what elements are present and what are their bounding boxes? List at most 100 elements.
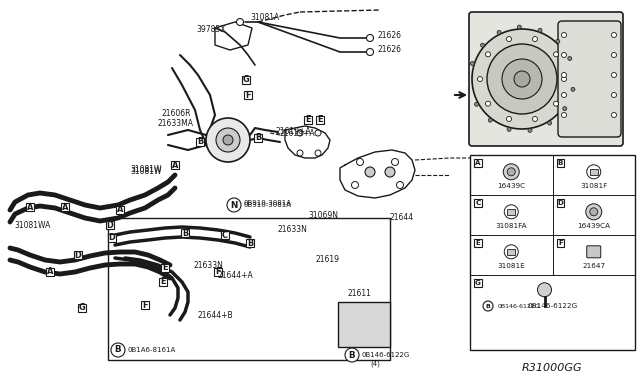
- FancyBboxPatch shape: [214, 268, 222, 276]
- Text: D: D: [107, 221, 113, 230]
- Text: A: A: [27, 202, 33, 212]
- Text: B: B: [182, 228, 188, 237]
- Text: 21611: 21611: [348, 289, 372, 298]
- FancyBboxPatch shape: [161, 264, 169, 272]
- Text: B: B: [558, 160, 563, 166]
- Text: 21626: 21626: [378, 45, 402, 55]
- Text: 21619: 21619: [315, 256, 339, 264]
- FancyBboxPatch shape: [78, 304, 86, 312]
- Text: F: F: [245, 90, 251, 99]
- Circle shape: [497, 31, 501, 34]
- Circle shape: [506, 36, 511, 42]
- Circle shape: [508, 168, 515, 176]
- Circle shape: [571, 87, 575, 92]
- Circle shape: [561, 73, 566, 77]
- Circle shape: [554, 101, 559, 106]
- Circle shape: [514, 71, 530, 87]
- FancyBboxPatch shape: [557, 240, 564, 247]
- Circle shape: [486, 52, 490, 57]
- Text: B: B: [349, 350, 355, 359]
- Circle shape: [556, 39, 560, 43]
- Circle shape: [561, 93, 566, 97]
- Text: 31081FA: 31081FA: [495, 223, 527, 229]
- Circle shape: [486, 101, 490, 106]
- Circle shape: [506, 116, 511, 121]
- Circle shape: [611, 32, 616, 38]
- Circle shape: [223, 135, 233, 145]
- Text: D: D: [109, 234, 115, 243]
- FancyBboxPatch shape: [508, 249, 515, 255]
- Text: 21633N: 21633N: [194, 260, 224, 269]
- Circle shape: [488, 118, 492, 122]
- FancyBboxPatch shape: [508, 209, 515, 215]
- Circle shape: [351, 182, 358, 189]
- FancyBboxPatch shape: [196, 138, 204, 146]
- Circle shape: [507, 127, 511, 131]
- Circle shape: [561, 77, 566, 81]
- Circle shape: [532, 36, 538, 42]
- FancyBboxPatch shape: [74, 251, 82, 259]
- Text: B: B: [486, 304, 490, 308]
- Circle shape: [367, 35, 374, 42]
- FancyBboxPatch shape: [244, 91, 252, 99]
- Text: F: F: [558, 240, 563, 246]
- Text: E: E: [305, 115, 311, 125]
- Circle shape: [611, 112, 616, 118]
- FancyBboxPatch shape: [587, 246, 601, 258]
- Text: 31081W: 31081W: [130, 167, 161, 176]
- Circle shape: [561, 32, 566, 38]
- Text: 31069N: 31069N: [308, 211, 338, 219]
- Circle shape: [206, 118, 250, 162]
- Text: C: C: [222, 231, 228, 240]
- FancyBboxPatch shape: [108, 234, 116, 242]
- Text: E: E: [476, 240, 481, 246]
- FancyBboxPatch shape: [181, 229, 189, 237]
- FancyBboxPatch shape: [338, 302, 390, 347]
- Text: 0B146-6122G: 0B146-6122G: [362, 352, 410, 358]
- Text: 21619+A: 21619+A: [275, 126, 310, 135]
- Text: 0B910-3081A: 0B910-3081A: [244, 200, 292, 206]
- Text: N: N: [230, 201, 237, 209]
- Text: G: G: [79, 304, 85, 312]
- Text: A: A: [47, 267, 53, 276]
- Text: G: G: [475, 280, 481, 286]
- FancyBboxPatch shape: [470, 155, 635, 350]
- FancyBboxPatch shape: [557, 199, 564, 206]
- Text: 21606R: 21606R: [162, 109, 191, 118]
- Text: B: B: [115, 346, 122, 355]
- Circle shape: [470, 61, 474, 65]
- Text: E: E: [162, 263, 168, 273]
- Circle shape: [315, 150, 321, 156]
- Circle shape: [487, 44, 557, 114]
- Text: G: G: [243, 76, 250, 84]
- Circle shape: [611, 52, 616, 58]
- Text: (4): (4): [370, 361, 380, 367]
- Circle shape: [475, 102, 479, 106]
- Circle shape: [297, 130, 303, 136]
- Circle shape: [538, 283, 552, 297]
- FancyBboxPatch shape: [116, 206, 124, 214]
- Circle shape: [472, 29, 572, 129]
- Circle shape: [483, 301, 493, 311]
- Circle shape: [548, 121, 552, 125]
- Text: 0B146-6122G: 0B146-6122G: [527, 303, 578, 309]
- FancyBboxPatch shape: [589, 169, 598, 175]
- Text: 0B910-3081A: 0B910-3081A: [244, 202, 292, 208]
- Circle shape: [356, 158, 364, 166]
- Circle shape: [611, 93, 616, 97]
- FancyBboxPatch shape: [246, 239, 254, 247]
- Text: 16439C: 16439C: [497, 183, 525, 189]
- Text: D: D: [557, 200, 563, 206]
- Circle shape: [392, 158, 399, 166]
- FancyBboxPatch shape: [557, 159, 564, 167]
- Circle shape: [237, 19, 243, 26]
- Text: A: A: [62, 202, 68, 212]
- Text: B: B: [197, 138, 203, 147]
- Circle shape: [611, 73, 616, 77]
- Text: 16439CA: 16439CA: [577, 223, 611, 229]
- Text: B: B: [255, 134, 261, 142]
- Circle shape: [111, 343, 125, 357]
- Circle shape: [315, 130, 321, 136]
- Text: 21647: 21647: [582, 263, 605, 269]
- FancyBboxPatch shape: [469, 12, 623, 146]
